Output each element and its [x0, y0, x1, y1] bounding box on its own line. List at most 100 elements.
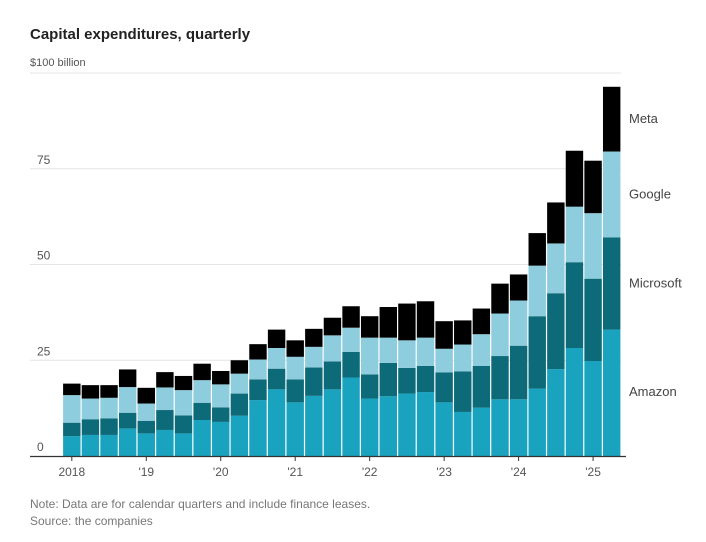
- bar-segment-google: [249, 359, 267, 380]
- bar-segment-google: [491, 313, 509, 357]
- bar-segment-microsoft: [360, 374, 379, 399]
- x-tick-label: '22: [362, 465, 378, 479]
- bar-segment-google: [435, 348, 453, 373]
- bar-segment-microsoft: [435, 372, 453, 403]
- bar-segment-microsoft: [100, 418, 118, 435]
- bar-segment-microsoft: [63, 422, 81, 437]
- bar-segment-amazon: [81, 434, 100, 456]
- bar-segment-meta: [212, 370, 230, 385]
- bar-segment-microsoft: [305, 367, 323, 396]
- bar-segment-google: [472, 334, 491, 366]
- bar-segment-meta: [249, 344, 267, 360]
- bar-segment-google: [212, 384, 230, 408]
- bar-segment-google: [584, 213, 602, 279]
- y-tick-label: 50: [37, 249, 51, 263]
- bar-segment-meta: [528, 233, 546, 266]
- bar-segment-amazon: [491, 399, 509, 456]
- bar-segment-microsoft: [547, 293, 565, 370]
- bar-segment-amazon: [435, 402, 453, 456]
- bar-segment-microsoft: [454, 371, 472, 412]
- bar-segment-google: [360, 337, 379, 375]
- bar-segment-meta: [360, 316, 379, 338]
- bar-segment-amazon: [249, 400, 267, 456]
- bar-segment-amazon: [137, 433, 155, 456]
- bar-segment-amazon: [379, 396, 397, 456]
- x-tick-label: '19: [138, 465, 154, 479]
- bar-segment-microsoft: [398, 367, 416, 394]
- chart-title: Capital expenditures, quarterly: [30, 26, 251, 43]
- bar-segment-meta: [379, 307, 397, 338]
- bar-segment-amazon: [286, 402, 304, 456]
- bar-segment-google: [156, 387, 174, 411]
- bar-segment-amazon: [602, 329, 621, 456]
- bar-segment-google: [267, 347, 286, 369]
- bar-segment-google: [602, 151, 621, 238]
- bar-segment-meta: [323, 317, 342, 336]
- bar-segment-microsoft: [156, 410, 174, 430]
- x-tick-label: '24: [511, 465, 527, 479]
- bar-segment-google: [305, 346, 323, 368]
- x-tick-label: '21: [287, 465, 303, 479]
- bar-segment-amazon: [63, 436, 81, 456]
- bar-segment-amazon: [230, 415, 249, 456]
- bar-segment-microsoft: [137, 420, 155, 434]
- bar-segment-meta: [602, 86, 621, 152]
- bar-segment-microsoft: [342, 351, 360, 378]
- bar-segment-amazon: [547, 369, 565, 456]
- bar-segment-google: [416, 337, 435, 366]
- bar-segment-microsoft: [416, 365, 435, 393]
- bar-segment-google: [137, 403, 155, 421]
- bar-segment-google: [342, 327, 360, 352]
- legend-label-google: Google: [629, 186, 671, 201]
- bar-segment-meta: [118, 369, 137, 388]
- bar-segment-microsoft: [323, 361, 342, 390]
- bar-segment-google: [81, 398, 100, 420]
- bar-segment-amazon: [416, 392, 435, 456]
- bar-segment-amazon: [212, 421, 230, 456]
- bar-segment-google: [509, 300, 528, 346]
- bar-segment-microsoft: [379, 362, 397, 397]
- bar-segment-meta: [63, 383, 81, 396]
- bar-segment-amazon: [360, 398, 379, 456]
- bar-segment-microsoft: [491, 356, 509, 400]
- bar-segment-microsoft: [472, 365, 491, 408]
- bar-segment-amazon: [528, 388, 546, 456]
- bar-segment-meta: [584, 160, 602, 214]
- bar-segment-google: [565, 206, 584, 263]
- bar-segment-microsoft: [565, 262, 584, 348]
- source: Source: the companies: [30, 514, 153, 528]
- bar-segment-microsoft: [174, 415, 193, 434]
- bar-segment-amazon: [193, 419, 211, 456]
- bar-segment-amazon: [323, 389, 342, 456]
- bar-segment-microsoft: [249, 379, 267, 401]
- bar-segment-microsoft: [230, 393, 249, 416]
- bar-segment-meta: [81, 385, 100, 399]
- bar-segment-meta: [137, 387, 155, 404]
- bar-segment-microsoft: [528, 316, 546, 389]
- bar-segment-amazon: [398, 393, 416, 456]
- bar-segment-amazon: [584, 361, 602, 456]
- bar-segment-google: [323, 335, 342, 362]
- bar-segment-amazon: [472, 407, 491, 456]
- bar-segment-meta: [156, 372, 174, 388]
- y-unit-label: $100 billion: [30, 57, 86, 69]
- bar-segment-amazon: [565, 347, 584, 456]
- bar-segment-google: [398, 340, 416, 368]
- x-tick-label: '20: [213, 465, 229, 479]
- bar-segment-google: [174, 390, 193, 416]
- bar-segment-meta: [398, 303, 416, 341]
- y-tick-label: 75: [37, 153, 51, 167]
- x-tick-label: 2018: [58, 465, 85, 479]
- bar-segment-meta: [174, 375, 193, 391]
- y-tick-label: 0: [37, 440, 44, 454]
- bar-segment-meta: [454, 320, 472, 345]
- bar-segment-meta: [230, 360, 249, 374]
- legend-label-meta: Meta: [629, 111, 659, 126]
- bar-segment-meta: [342, 306, 360, 328]
- bar-segment-meta: [435, 321, 453, 349]
- bar-segment-google: [286, 356, 304, 380]
- bar-segment-google: [63, 395, 81, 423]
- bar-segment-meta: [100, 385, 118, 398]
- bar-segment-google: [118, 387, 137, 413]
- footnote: Note: Data are for calendar quarters and…: [30, 497, 370, 511]
